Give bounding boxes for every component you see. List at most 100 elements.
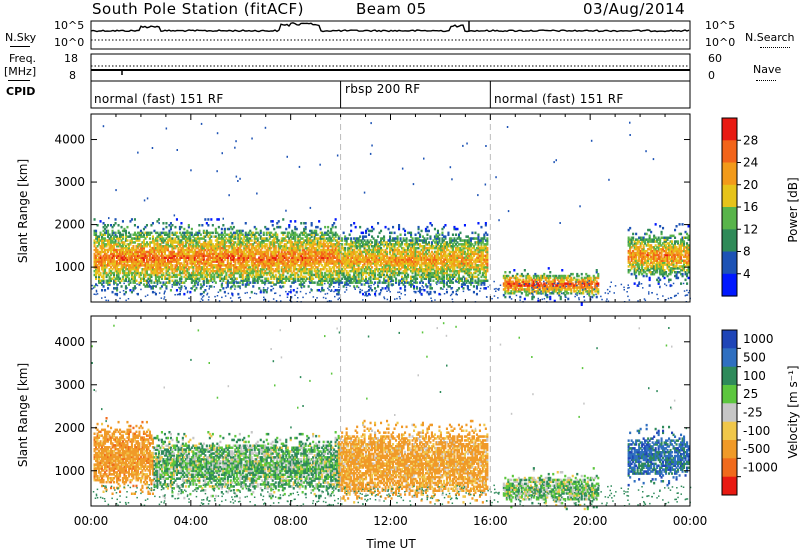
heatmap-cell-region-0 (217, 254, 220, 258)
heatmap-cell-region-0 (129, 260, 132, 263)
heatmap-cell-region-0 (183, 268, 186, 271)
heatmap-cell-region-0 (178, 269, 181, 273)
heatmap-cell-region-0 (130, 266, 133, 269)
heatmap-cell-region-0 (139, 248, 142, 252)
heatmap-cell-region-0 (166, 239, 169, 242)
heatmap-cell-region-0 (214, 239, 217, 242)
heatmap-cell-region-0 (147, 266, 150, 269)
heatmap-cell-region-1 (371, 281, 374, 284)
heatmap-cell-region-0 (159, 243, 162, 246)
heatmap-cell-region-0 (136, 243, 139, 246)
heatmap-cell-region-0 (99, 250, 102, 254)
heatmap-cell-region-0 (135, 273, 138, 277)
heatmap-cell-region-0 (93, 285, 96, 288)
heatmap-cell-region-0 (151, 241, 154, 244)
heatmap-cell-region-0 (160, 231, 163, 235)
heatmap-cell-region-0 (195, 258, 198, 261)
heatmap-cell-region-0 (108, 254, 111, 258)
heatmap-cell-region-0 (156, 256, 159, 259)
heatmap-cell-region-0 (219, 260, 222, 263)
heatmap-cell-region-0 (113, 271, 116, 275)
heatmap-cell-region-0 (165, 271, 168, 275)
heatmap-cell-region-0 (101, 275, 104, 279)
heatmap-cell-region-0 (175, 260, 178, 263)
heatmap-cell-region-0 (250, 239, 253, 242)
heatmap-cell-region-0 (156, 220, 159, 223)
heatmap-cell-region-0 (207, 273, 210, 277)
heatmap-cell-region-0 (175, 245, 178, 248)
heatmap-cell-region-0 (192, 250, 195, 254)
heatmap-cell-region-0 (124, 268, 127, 271)
heatmap-cell-region-0 (184, 287, 187, 290)
heatmap-cell-region-0 (187, 256, 190, 259)
heatmap-cell-region-0 (120, 239, 123, 242)
heatmap-cell-region-0 (121, 268, 124, 271)
heatmap-cell-region-0 (162, 245, 165, 248)
heatmap-cell-region-0 (189, 262, 192, 265)
heatmap-cell-region-0 (168, 237, 171, 240)
heatmap-cell-region-0 (163, 256, 166, 259)
heatmap-cell-region-1 (432, 279, 435, 282)
heatmap-cell-region-0 (219, 248, 222, 252)
heatmap-cell-region-0 (207, 262, 210, 265)
heatmap-cell-region-0 (113, 237, 116, 240)
heatmap-cell-region-0 (136, 254, 139, 258)
heatmap-cell-region-0 (135, 250, 138, 254)
heatmap-cell-region-0 (104, 227, 107, 231)
heatmap-cell-region-0 (129, 254, 132, 258)
heatmap-cell-region-0 (187, 231, 190, 235)
heatmap-cell-region-0 (208, 256, 211, 259)
heatmap-cell-region-0 (165, 243, 168, 246)
heatmap-cell-region-0 (139, 260, 142, 263)
heatmap-cell-region-0 (207, 243, 210, 246)
heatmap-cell-region-0 (310, 222, 313, 225)
heatmap-cell-region-1 (387, 227, 390, 231)
heatmap-cell-region-0 (163, 250, 166, 254)
heatmap-cell-region-0 (151, 268, 154, 271)
heatmap-cell-region-0 (333, 222, 336, 225)
heatmap-cell-region-0 (108, 264, 111, 267)
heatmap-cell-region-0 (111, 245, 114, 248)
heatmap-cell-region-0 (104, 268, 107, 271)
heatmap-cell-region-0 (95, 235, 98, 238)
heatmap-cell-region-0 (124, 273, 127, 277)
heatmap-cell-region-0 (156, 268, 159, 271)
heatmap-cell-region-0 (210, 264, 213, 267)
heatmap-cell-region-0 (114, 262, 117, 265)
heatmap-cell-region-0 (181, 241, 184, 244)
heatmap-cell-region-0 (114, 266, 117, 269)
heatmap-cell-region-0 (177, 273, 180, 277)
heatmap-cell-region-0 (117, 256, 120, 259)
heatmap-cell-region-1 (426, 237, 429, 240)
heatmap-cell-region-0 (127, 235, 130, 238)
heatmap-cell-region-0 (154, 273, 157, 277)
heatmap-cell-region-0 (96, 224, 99, 227)
heatmap-cell-region-0 (201, 246, 204, 250)
heatmap-cell-region-0 (186, 269, 189, 273)
heatmap-cell-region-0 (107, 243, 110, 246)
heatmap-cell-region-0 (138, 260, 141, 263)
heatmap-cell-region-0 (145, 264, 148, 267)
heatmap-cell-region-0 (205, 279, 208, 282)
heatmap-cell-region-0 (150, 246, 153, 250)
heatmap-cell-region-0 (171, 266, 174, 269)
heatmap-cell-region-0 (202, 248, 205, 252)
heatmap-cell-region-0 (145, 231, 148, 235)
heatmap-cell-region-0 (157, 277, 160, 280)
heatmap-cell-region-0 (166, 277, 169, 280)
heatmap-cell-region-0 (127, 269, 130, 273)
heatmap-cell-region-0 (117, 241, 120, 244)
heatmap-cell-region-0 (213, 252, 216, 256)
heatmap-cell-region-0 (205, 260, 208, 263)
heatmap-cell-region-0 (99, 254, 102, 258)
heatmap-cell-region-0 (211, 264, 214, 267)
heatmap-cell-region-1 (457, 287, 460, 290)
heatmap-cell-region-0 (211, 254, 214, 258)
cpid-segment-3: normal (fast) 151 RF (494, 92, 624, 106)
heatmap-cell-region-0 (129, 268, 132, 271)
heatmap-cell-region-0 (184, 273, 187, 277)
heatmap-cell-region-0 (102, 277, 105, 280)
heatmap-cell-region-0 (153, 271, 156, 275)
heatmap-cell-region-0 (95, 256, 98, 259)
heatmap-cell-region-0 (95, 231, 98, 235)
